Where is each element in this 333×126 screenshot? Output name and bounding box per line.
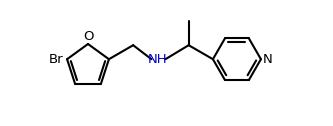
Text: NH: NH bbox=[148, 53, 167, 66]
Text: O: O bbox=[83, 30, 93, 43]
Text: Br: Br bbox=[49, 53, 63, 66]
Text: N: N bbox=[263, 53, 273, 66]
